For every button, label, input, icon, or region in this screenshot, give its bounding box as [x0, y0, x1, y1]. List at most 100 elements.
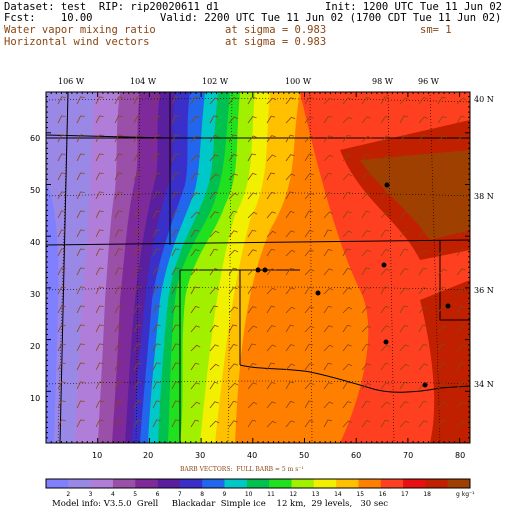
grid-y-label: 50 — [30, 186, 40, 195]
colorbar-swatch — [246, 479, 270, 488]
wind-barb — [399, 287, 410, 295]
state-boundaries — [46, 92, 470, 443]
wind-barb — [171, 286, 180, 295]
wy-co-border — [59, 92, 69, 443]
wind-barb — [152, 96, 161, 105]
wind-barb — [399, 363, 410, 371]
wind-barb — [133, 305, 142, 314]
colorbar-label: 4 — [111, 491, 115, 498]
wind-barb — [76, 210, 85, 219]
grid-x-label: 30 — [195, 451, 205, 460]
wind-barb — [437, 153, 446, 162]
wind-barb — [361, 116, 371, 124]
wind-barb — [57, 381, 66, 390]
field-level: at sigma = 0.983 — [225, 24, 327, 36]
wind-barb — [209, 401, 219, 409]
wind-barb — [437, 419, 447, 428]
wind-barb — [342, 287, 352, 295]
ks-ok-border — [46, 239, 470, 246]
wind-barb — [171, 305, 180, 314]
wind-barb — [361, 400, 371, 409]
wind-barb — [133, 362, 142, 371]
lat-label: 40 N — [474, 95, 494, 104]
wind-barb — [76, 172, 85, 181]
wind-barb — [266, 344, 277, 352]
wind-barb — [418, 420, 428, 428]
wind-barb — [133, 400, 142, 409]
wind-barb — [171, 419, 180, 428]
colorbar-label: 10 — [245, 491, 253, 498]
wind-barb — [342, 381, 352, 390]
colorbar-label: 17 — [401, 491, 409, 498]
wind-barb — [228, 287, 238, 295]
colorbar-frame — [45, 478, 471, 489]
wind-barb — [133, 172, 142, 181]
colorbar-labels: 2 3 4 5 6 7 8 9 10 11 12 13 14 15 16 17 18 g kg⁻¹ — [66, 491, 475, 498]
wind-barb — [114, 210, 123, 219]
wind-barb — [456, 115, 466, 124]
smoothing-label: sm= 1 — [420, 24, 452, 36]
wind-barb — [114, 343, 123, 352]
wind-barb — [209, 324, 219, 333]
wind-barb — [437, 382, 447, 390]
colorbar-swatch — [202, 479, 225, 488]
wind-barb — [323, 362, 333, 371]
wind-barb — [95, 229, 104, 238]
wind-barb — [133, 324, 142, 333]
wind-barb — [266, 172, 275, 181]
wind-barb — [133, 286, 142, 295]
wind-barb — [152, 286, 161, 295]
wind-barb — [228, 97, 238, 105]
wind-barb — [152, 362, 161, 371]
wind-barb — [247, 229, 257, 238]
wind-barb — [209, 363, 220, 371]
wind-barb — [437, 229, 447, 238]
dataset-title: Dataset: test RIP: rip20020611 d1 — [4, 1, 219, 13]
wind-barb — [266, 325, 276, 333]
wind-barb — [437, 192, 447, 200]
wind-barb — [247, 343, 256, 352]
wind-barb — [133, 419, 142, 428]
wind-barb — [114, 229, 123, 238]
wind-barb — [247, 116, 257, 124]
wind-barb — [95, 400, 104, 409]
wind-barb — [418, 324, 427, 333]
wind-barb — [304, 192, 315, 200]
wind-barb — [209, 344, 219, 352]
wind-barb — [323, 287, 334, 295]
wind-barb — [266, 191, 276, 200]
wind-barb — [456, 344, 467, 352]
wind-barb — [266, 401, 276, 409]
wind-barb — [171, 210, 180, 219]
right-latitude-labels: 40 N 38 N 36 N 34 N — [474, 95, 494, 389]
wind-barb — [342, 97, 352, 105]
grid-y-label: 30 — [30, 290, 40, 299]
red-river — [239, 364, 470, 393]
wind-barb — [95, 343, 104, 352]
wind-barb — [323, 401, 334, 409]
wind-barb — [456, 420, 467, 428]
wind-barb — [437, 401, 448, 409]
wind-barb — [323, 419, 332, 428]
wind-barb — [209, 191, 219, 200]
wind-barb — [171, 381, 180, 390]
wind-barb — [266, 420, 277, 428]
wind-barb — [456, 230, 467, 238]
wind-barb — [171, 324, 180, 333]
wind-barb — [209, 211, 219, 219]
barb-caption: BARB VECTORS: FULL BARB = 5 m s⁻¹ — [180, 466, 304, 473]
colorbar-label: 6 — [156, 491, 160, 498]
wind-barb — [418, 306, 429, 314]
wind-barb — [304, 210, 313, 219]
wind-barb — [209, 420, 220, 428]
wind-barb — [190, 249, 200, 257]
wind-barb — [228, 192, 239, 200]
wind-barb — [209, 134, 219, 143]
wind-barb — [285, 287, 295, 295]
wind-barb — [399, 401, 409, 409]
city-marker — [255, 267, 261, 273]
wind-barb — [152, 191, 161, 200]
wind-barb — [437, 116, 447, 124]
wind-barb — [152, 419, 161, 428]
wind-barb — [418, 97, 428, 105]
